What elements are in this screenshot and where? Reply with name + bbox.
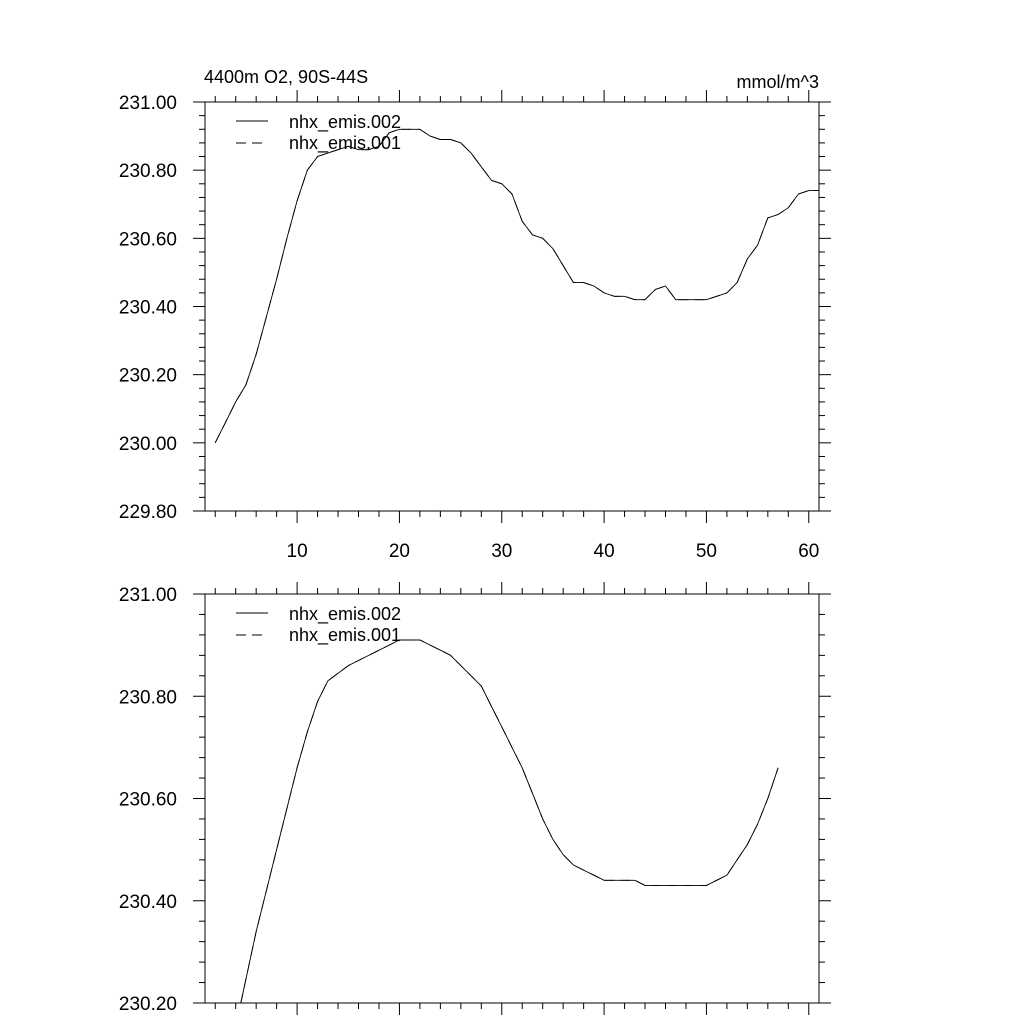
x-tick-label: 10 — [287, 541, 308, 562]
y-tick-label: 230.20 — [119, 366, 177, 387]
x-tick-label: 30 — [491, 541, 512, 562]
y-tick-label: 230.80 — [119, 161, 177, 182]
legend: nhx_emis.002 nhx_emis.001 — [236, 112, 401, 154]
bottom-panel: nhx_emis.002 nhx_emis.001 230.20 230.40 23… — [119, 582, 831, 1015]
x-tick-label: 20 — [389, 541, 410, 562]
y-tick-label: 230.60 — [119, 790, 177, 811]
x-tick-label: 40 — [594, 541, 615, 562]
y-tick-label: 230.60 — [119, 229, 177, 250]
legend-label-series-1: nhx_emis.002 — [289, 604, 401, 625]
units-label: mmol/m^3 — [737, 72, 819, 92]
y-tick-label: 230.40 — [119, 298, 177, 319]
x-tick-label: 50 — [696, 541, 717, 562]
x-tick-label: 60 — [798, 541, 819, 562]
y-tick-label: 230.40 — [119, 892, 177, 913]
series-line-nhx_emis.001 — [214, 128, 819, 444]
y-tick-label: 231.00 — [119, 93, 177, 114]
top-panel: 4400m O2, 90S-44S mmol/m^3 nhx_emis.002 … — [119, 67, 831, 562]
plot-frame — [204, 593, 820, 1004]
series-line-nhx_emis.002 — [240, 639, 779, 1004]
legend-label-series-1: nhx_emis.002 — [289, 112, 401, 133]
y-tick-label: 230.20 — [119, 994, 177, 1015]
legend-label-series-2: nhx_emis.001 — [289, 625, 401, 646]
legend-label-series-2: nhx_emis.001 — [289, 133, 401, 154]
y-tick-label: 231.00 — [119, 585, 177, 606]
chart-title: 4400m O2, 90S-44S — [204, 67, 368, 87]
series-line-nhx_emis.001 — [240, 639, 779, 1004]
y-tick-label: 230.80 — [119, 687, 177, 708]
legend: nhx_emis.002 nhx_emis.001 — [236, 604, 401, 646]
series-line-nhx_emis.002 — [214, 128, 819, 444]
y-tick-label: 229.80 — [119, 502, 177, 523]
plot-frame — [204, 101, 820, 512]
y-tick-label: 230.00 — [119, 434, 177, 455]
